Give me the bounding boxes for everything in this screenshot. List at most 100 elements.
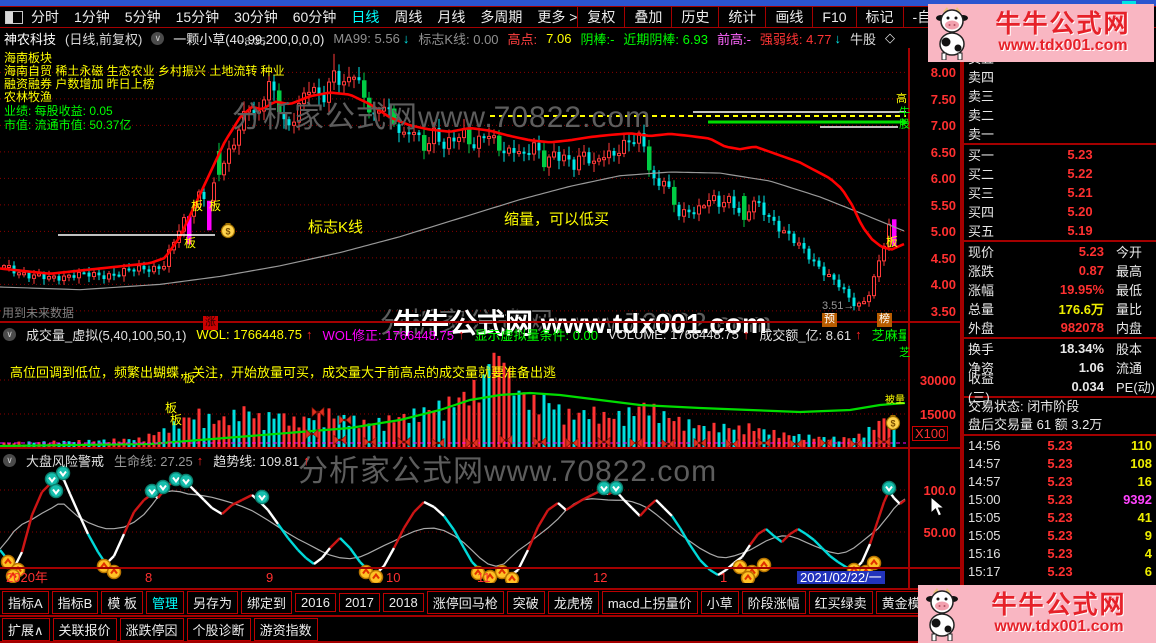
trade-tick-list[interactable]: 14:56 5.23 110 14:57 5.23 108 14:57 5.23 16 15:00… (964, 436, 1156, 580)
date-axis-label-2: 9 (266, 570, 274, 585)
bid-row-1[interactable]: 买一 5.23 (968, 147, 1093, 163)
bid-row-3[interactable]: 买三 5.21 (968, 185, 1093, 201)
buy-signal-icon (5, 568, 21, 583)
tab-row1-6[interactable]: 2016 (295, 593, 336, 612)
chart-annotation: 板 (183, 371, 196, 385)
butterfly-icon (465, 437, 479, 449)
trade-tick-row-5: 15:05 5.23 9 (968, 527, 1152, 543)
quote-row-2: 涨幅 19.95% 最低 (968, 282, 1143, 298)
chart-annotation: 板 (170, 413, 183, 427)
tab-row2-3[interactable]: 个股诊断 (186, 617, 251, 641)
trade-tick-row-3: 15:00 5.23 9392 (968, 491, 1152, 507)
menu-tool-2[interactable]: 历史 (671, 7, 718, 27)
info-segment-7: 7.06 (546, 30, 572, 46)
buy-signal-icon (740, 570, 756, 583)
window-icon[interactable] (5, 10, 23, 24)
chevron-down-icon[interactable]: ∨ (151, 31, 165, 45)
chart-annotation: 市值: 流通市值: 50.37亿 (4, 118, 132, 132)
menu-period-7[interactable]: 周线 (394, 9, 423, 25)
menu-period-8[interactable]: 月线 (437, 9, 466, 25)
menu-period-9[interactable]: 多周期 (480, 9, 523, 25)
main-candlestick-chart[interactable]: $ (0, 48, 908, 324)
tab-row1-9[interactable]: 涨停回马枪 (426, 591, 504, 614)
stat-row-2: 收益(三) 0.034 PE(动) (968, 370, 1156, 405)
info-segment-1: (日线,前复权) (65, 31, 143, 47)
ask-row-2[interactable]: 卖二 (968, 108, 995, 123)
menu-period-3[interactable]: 15分钟 (175, 9, 220, 25)
info-segment-6: 高点: (507, 31, 538, 47)
chart-annotation: 榜 (877, 313, 892, 327)
tab-row2-1[interactable]: 关联报价 (52, 617, 117, 641)
ask-row-3[interactable]: 卖三 (968, 89, 995, 104)
tab-row1-13[interactable]: 小草 (700, 591, 739, 614)
stat-row-0: 换手 18.34% 股本 (968, 341, 1143, 357)
quote-panel: 卖五卖四卖三卖二卖一买一5.23买二5.22买三5.21买四5.20买五5.19… (962, 48, 1156, 643)
butterfly-icon (533, 436, 547, 448)
tab-row1-0[interactable]: 指标A (2, 591, 49, 614)
window-control-icon[interactable] (1122, 1, 1136, 5)
tab-row1-2[interactable]: 模 板 (101, 591, 143, 614)
menu-period-2[interactable]: 5分钟 (124, 9, 161, 25)
info-segment-0: 神农科技 (4, 31, 57, 47)
tab-row1-11[interactable]: 龙虎榜 (547, 591, 599, 614)
volume-axis-label: 15000 (919, 407, 956, 422)
tab-row2-0[interactable]: 扩展∧ (2, 617, 50, 641)
tab-row1-5[interactable]: 绑定到 (241, 591, 293, 614)
menu-period-5[interactable]: 60分钟 (292, 9, 337, 25)
up-arrow-icon: ↑ (196, 452, 204, 468)
tab-row2-2[interactable]: 涨跌停因 (119, 617, 184, 641)
butterfly-icon (757, 437, 771, 449)
up-arrow-icon: ↑ (742, 326, 750, 342)
money-bag-icon: $ (220, 223, 236, 239)
ask-row-4[interactable]: 卖四 (968, 70, 995, 85)
tab-row1-12[interactable]: macd上拐量价 (601, 591, 698, 614)
butterfly-icon (597, 436, 611, 448)
menu-tool-5[interactable]: F10 (812, 7, 855, 27)
tab-row1-8[interactable]: 2018 (382, 593, 424, 612)
pane-divider (0, 321, 962, 323)
trading-status: 交易状态: 闭市阶段 (968, 399, 1080, 414)
brand-url: www.tdx001.com (994, 617, 1124, 635)
info-segment-12: 牛股 (849, 31, 876, 47)
menu-period-1[interactable]: 1分钟 (74, 9, 110, 25)
buy-signal-icon (482, 569, 498, 583)
menu-tool-1[interactable]: 叠加 (624, 7, 671, 27)
volume-chart[interactable]: $ (0, 322, 908, 450)
chevron-down-icon[interactable]: ∨ (3, 453, 16, 467)
bid-row-4[interactable]: 买四 5.20 (968, 204, 1093, 220)
butterfly-icon (789, 438, 803, 450)
tab-row1-4[interactable]: 另存为 (186, 591, 238, 614)
tab-row1-10[interactable]: 突破 (506, 591, 545, 614)
tab-row1-7[interactable]: 2017 (338, 593, 380, 612)
indicator-tabs-row2: 扩展∧ 关联报价 涨跌停因 个股诊断 游资指数 (0, 615, 930, 643)
menu-tool-3[interactable]: 统计 (718, 7, 765, 27)
price-axis-label: 6.50 (930, 144, 956, 160)
tab-row1-15[interactable]: 红买绿卖 (808, 591, 873, 614)
tab-row1-3[interactable]: 管理 (145, 591, 184, 614)
menu-period-0[interactable]: 分时 (31, 9, 59, 25)
tab-row1-1[interactable]: 指标B (51, 591, 99, 614)
volume-axis-label: 30000 (919, 373, 956, 388)
menu-period-10[interactable]: 更多 > (537, 9, 578, 25)
bid-row-2[interactable]: 买二 5.22 (968, 166, 1093, 182)
price-axis: 8.00 7.50 7.00 6.50 6.00 5.50 5.00 4.50 4.00 3.50… (908, 48, 962, 588)
sell-signal-icon (48, 483, 64, 499)
menu-period-6[interactable]: 日线 (351, 9, 380, 25)
menu-tool-4[interactable]: 画线 (765, 7, 812, 27)
period-menu: 分时 1分钟 5分钟 15分钟 30分钟 60分钟 日线 周线 月线 多周期 更多 > (31, 7, 577, 27)
menu-tool-0[interactable]: 复权 (577, 7, 624, 27)
ask-row-1[interactable]: 卖一 (968, 127, 995, 142)
quote-row-3: 总量 176.6万 量比 (968, 302, 1143, 317)
chevron-down-icon[interactable]: ∨ (3, 327, 16, 341)
tab-row2-4[interactable]: 游资指数 (253, 617, 318, 641)
tab-row1-14[interactable]: 阶段涨幅 (741, 591, 806, 614)
sell-signal-icon (608, 480, 624, 496)
info-segment-0: 成交量_虚拟(5,40,100,50,1) (26, 327, 187, 343)
buy-signal-icon (368, 569, 384, 583)
menu-tool-6[interactable]: 标记 (855, 7, 903, 27)
info-segment-3: 显示虚拟量条件: 0.00 (474, 327, 598, 343)
bid-row-5[interactable]: 买五 5.19 (968, 223, 1093, 239)
pane-divider (0, 447, 962, 449)
svg-text:$: $ (225, 227, 230, 237)
menu-period-4[interactable]: 30分钟 (234, 9, 278, 25)
